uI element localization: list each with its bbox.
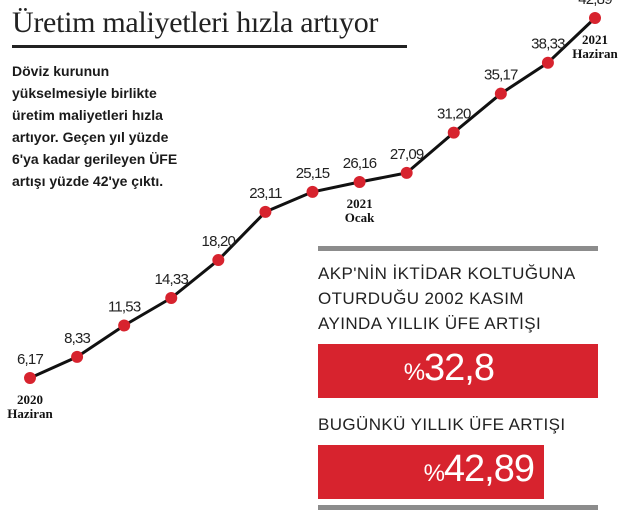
stat-box-2002: %32,8 xyxy=(318,344,598,398)
percent-sign: % xyxy=(423,460,445,487)
stat-label-line: BUGÜNKÜ YILLIK ÜFE ARTIŞI xyxy=(318,415,566,434)
data-point xyxy=(24,372,36,384)
stat-label-line: AKP'NİN İKTİDAR KOLTUĞUNA xyxy=(318,264,576,283)
date-label-year: 2021 xyxy=(582,32,608,47)
data-label: 38,33 xyxy=(531,36,565,53)
page-title: Üretim maliyetleri hızla artıyor xyxy=(12,6,379,39)
data-label: 42,89 xyxy=(578,0,612,8)
data-label: 31,20 xyxy=(437,106,471,123)
data-label: 26,16 xyxy=(343,155,377,172)
percent-sign: % xyxy=(403,359,425,386)
stats-panel: AKP'NİN İKTİDAR KOLTUĞUNA OTURDUĞU 2002 … xyxy=(318,246,598,510)
data-point xyxy=(541,56,554,69)
data-label: 35,17 xyxy=(484,67,518,84)
data-label: 18,20 xyxy=(202,233,236,250)
data-label: 27,09 xyxy=(390,146,424,163)
data-label: 23,11 xyxy=(249,185,282,202)
date-label-month: Haziran xyxy=(572,46,618,61)
title-rule xyxy=(12,45,407,48)
stat-label-line: OTURDUĞU 2002 KASIM xyxy=(318,289,524,308)
date-label-month: Ocak xyxy=(345,210,375,225)
data-point xyxy=(306,185,319,198)
stat-number: 32,8 xyxy=(424,347,495,389)
data-point xyxy=(494,87,507,100)
data-point xyxy=(259,205,272,218)
data-point xyxy=(400,166,413,179)
data-point xyxy=(165,292,178,304)
chart-description: Döviz kurunun yükselmesiyle birlikte üre… xyxy=(12,63,178,189)
data-label: 6,17 xyxy=(17,351,43,368)
stat-label-current: BUGÜNKÜ YILLIK ÜFE ARTIŞI xyxy=(318,412,598,437)
data-label: 14,33 xyxy=(154,271,188,288)
data-label: 11,53 xyxy=(108,298,141,315)
data-point xyxy=(212,254,225,267)
data-point xyxy=(447,126,460,139)
panel-rule-bottom xyxy=(318,505,598,510)
panel-rule-top xyxy=(318,246,598,251)
stat-number: 42,89 xyxy=(443,448,535,490)
data-point xyxy=(589,12,601,24)
data-point xyxy=(353,176,366,189)
date-label-month: Haziran xyxy=(7,406,53,421)
date-label-year: 2021 xyxy=(347,196,373,211)
data-point xyxy=(71,350,84,363)
stat-value-current: %42,89 xyxy=(423,448,535,491)
data-label: 25,15 xyxy=(296,165,330,182)
stat-label-line: AYINDA YILLIK ÜFE ARTIŞI xyxy=(318,314,542,333)
stat-value-2002: %32,8 xyxy=(403,347,495,390)
data-point xyxy=(118,319,131,332)
stat-box-current: %42,89 xyxy=(318,445,544,499)
date-label-year: 2020 xyxy=(17,392,43,407)
data-label: 8,33 xyxy=(64,330,90,347)
stat-label-2002: AKP'NİN İKTİDAR KOLTUĞUNA OTURDUĞU 2002 … xyxy=(318,261,598,336)
